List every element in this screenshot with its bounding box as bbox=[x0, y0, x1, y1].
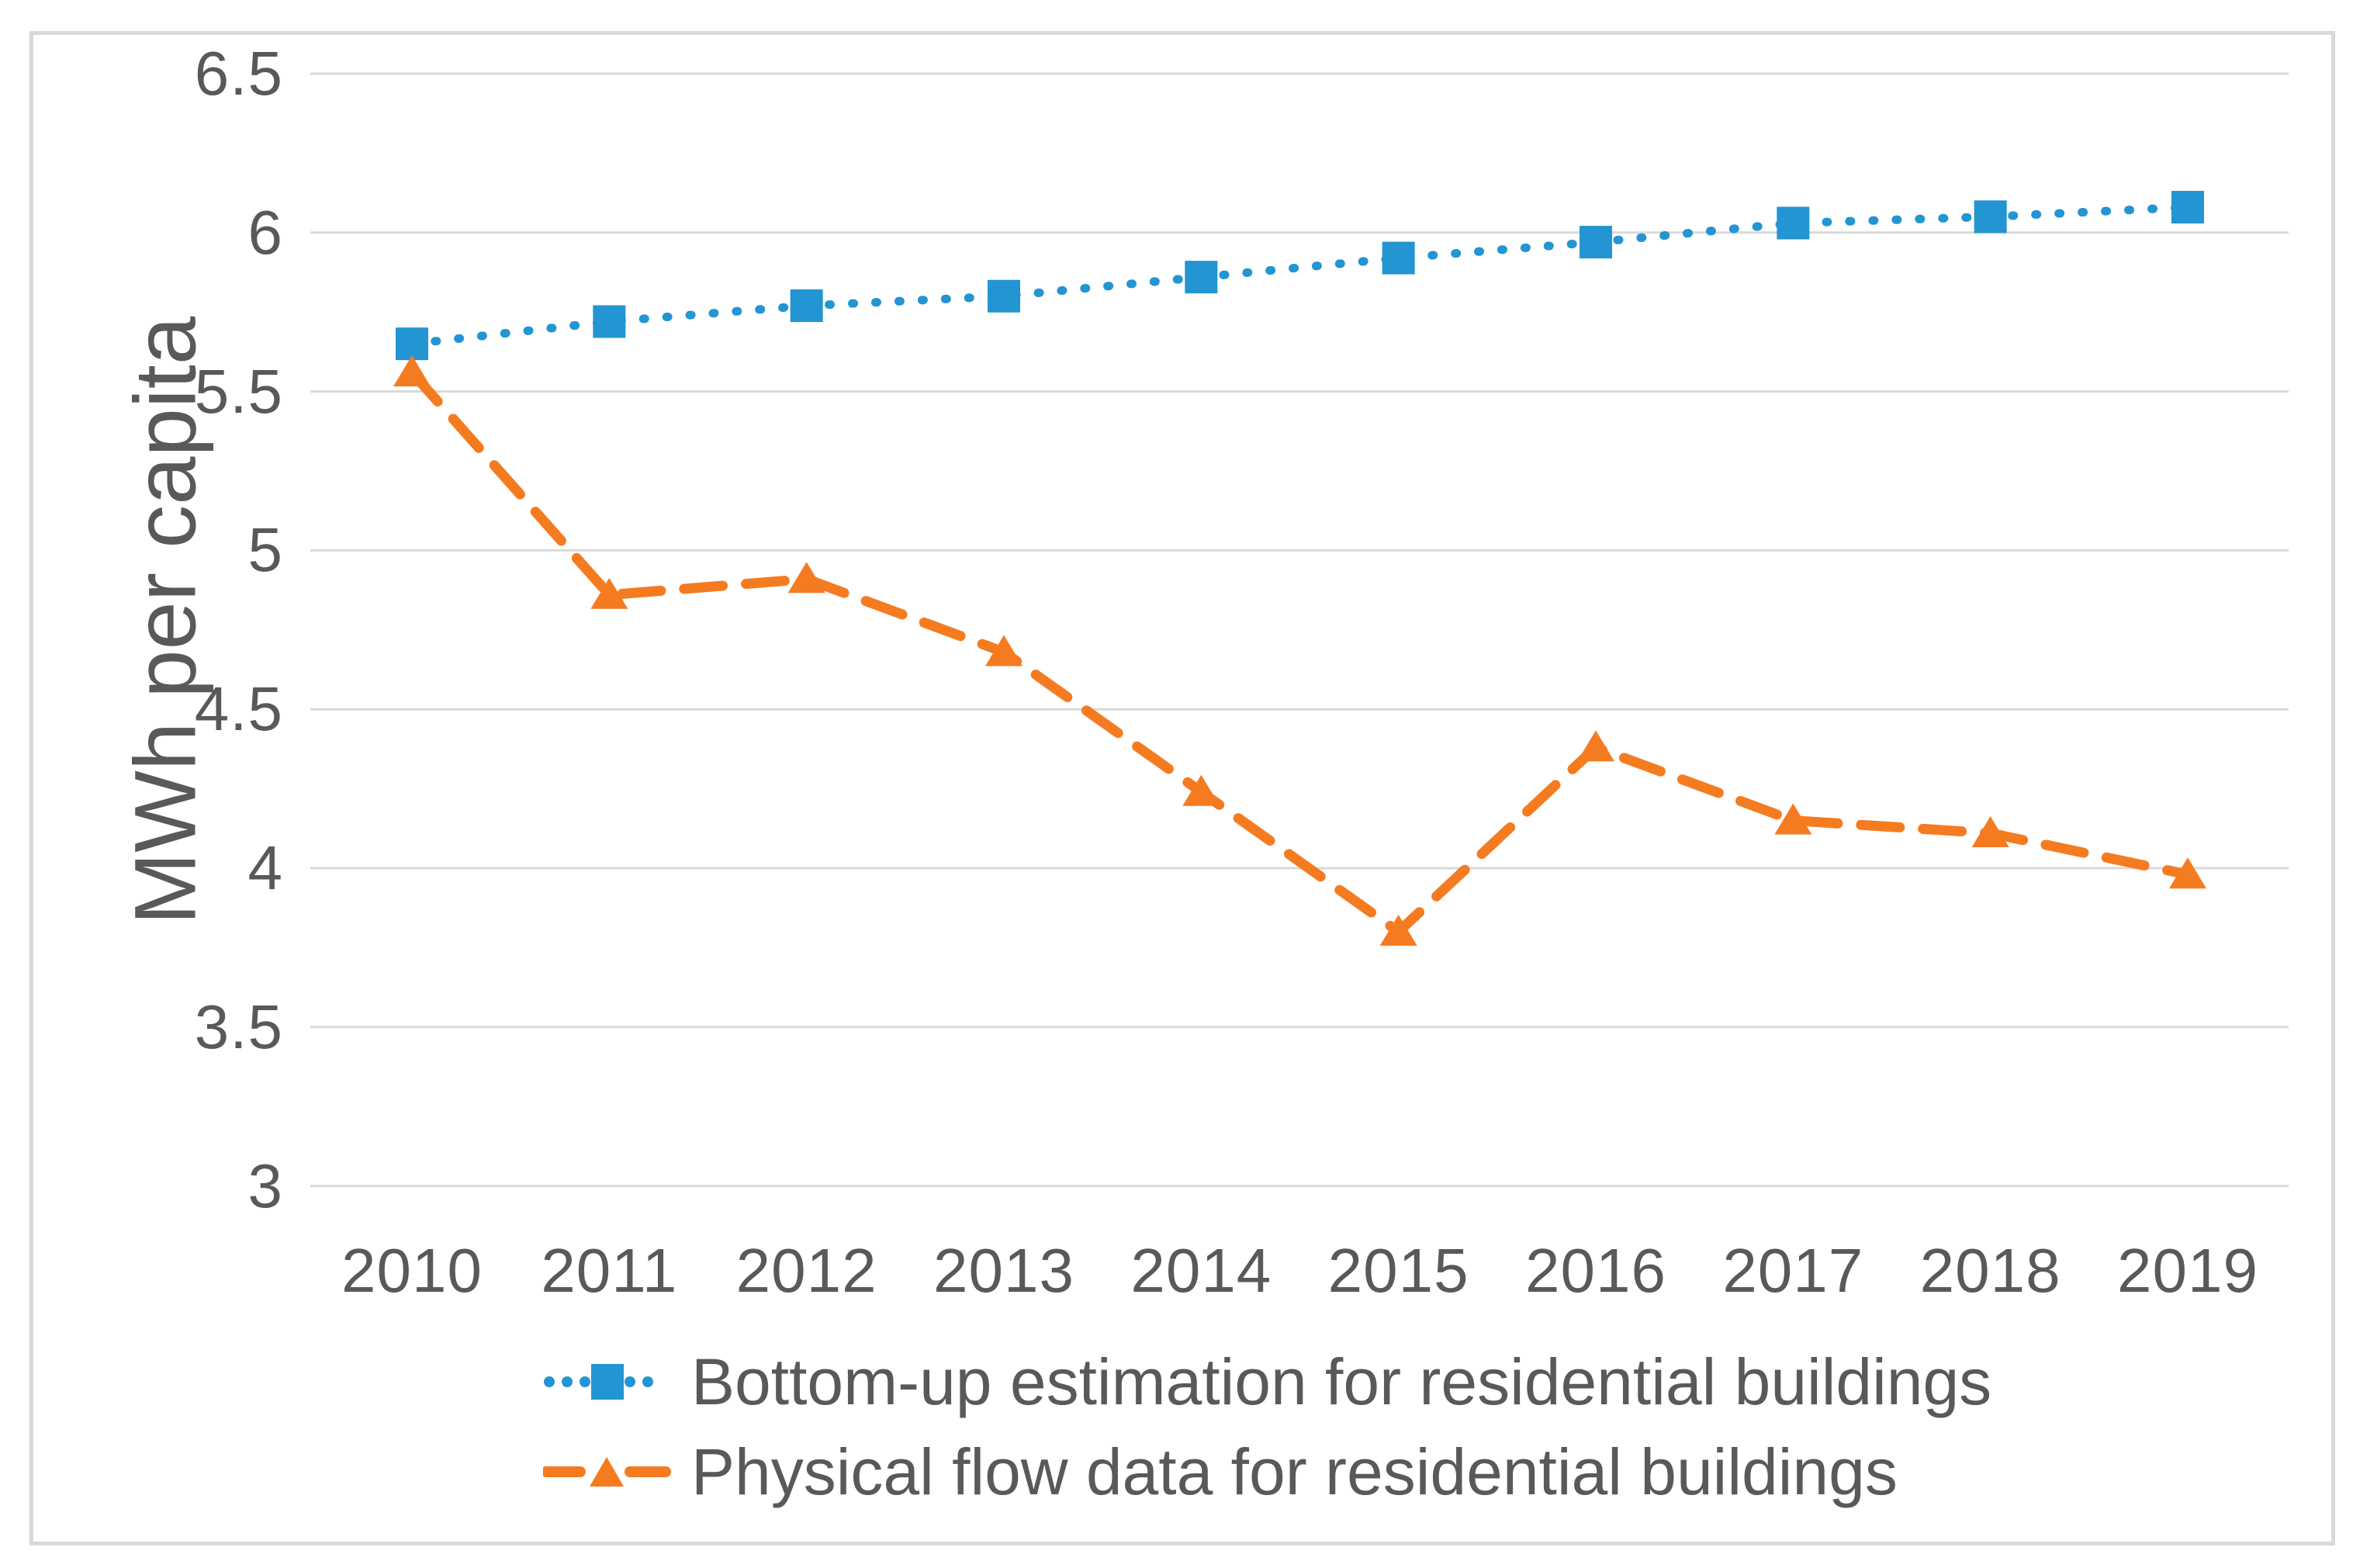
legend-swatch-dashed-triangle-icon bbox=[541, 1445, 671, 1499]
data-point-triangle bbox=[2168, 857, 2206, 889]
y-axis-title: MWh per capita bbox=[116, 316, 214, 926]
x-tick-label: 2014 bbox=[1130, 1236, 1272, 1305]
series-line-dashed bbox=[407, 367, 2193, 937]
data-point-triangle bbox=[1774, 803, 1812, 835]
data-point-triangle bbox=[1971, 815, 2009, 847]
legend-swatch-dotted-square-icon bbox=[543, 1355, 671, 1409]
legend-dot bbox=[562, 1376, 573, 1387]
data-point-square bbox=[1777, 206, 1810, 240]
data-point-triangle bbox=[984, 635, 1023, 666]
data-point-square bbox=[790, 289, 823, 323]
y-tick-label: 5.5 bbox=[194, 356, 283, 426]
legend-item-physical-flow: Physical flow data for residential build… bbox=[541, 1432, 1991, 1511]
x-tick-label: 2017 bbox=[1722, 1236, 1864, 1305]
legend-dot bbox=[625, 1376, 635, 1387]
series-line-dotted bbox=[407, 202, 2192, 348]
legend-dot bbox=[642, 1376, 653, 1387]
x-tick-label: 2010 bbox=[341, 1236, 483, 1305]
data-point-square bbox=[396, 327, 428, 361]
x-tick-label: 2011 bbox=[541, 1236, 678, 1305]
data-point-square bbox=[1382, 241, 1415, 275]
y-tick-label: 6 bbox=[247, 197, 283, 267]
data-point-triangle bbox=[393, 355, 431, 387]
data-point-square bbox=[2171, 191, 2204, 224]
x-tick-label: 2016 bbox=[1524, 1236, 1666, 1305]
legend-label: Physical flow data for residential build… bbox=[691, 1435, 1898, 1508]
x-tick-label: 2019 bbox=[2116, 1236, 2258, 1305]
y-tick-label: 3.5 bbox=[194, 992, 283, 1061]
figure-border bbox=[29, 31, 2335, 1546]
legend-swatch-svg bbox=[541, 1457, 671, 1487]
legend-dot bbox=[580, 1376, 590, 1387]
legend-swatch-svg bbox=[544, 1364, 653, 1400]
data-point-square bbox=[1974, 200, 2007, 234]
x-tick-label: 2013 bbox=[933, 1236, 1074, 1305]
y-tick-label: 5 bbox=[247, 515, 283, 585]
legend-label: Bottom-up estimation for residential bui… bbox=[691, 1345, 1992, 1418]
legend-item-bottom-up: Bottom-up estimation for residential bui… bbox=[543, 1342, 1991, 1421]
data-point-triangle bbox=[1379, 914, 1417, 946]
data-point-triangle bbox=[787, 562, 825, 594]
y-tick-label: 4 bbox=[247, 833, 283, 902]
x-tick-label: 2015 bbox=[1327, 1236, 1469, 1305]
data-point-square bbox=[1185, 261, 1218, 294]
data-point-square bbox=[1579, 226, 1612, 259]
x-tick-label: 2018 bbox=[1919, 1236, 2061, 1305]
legend: Bottom-up estimation for residential bui… bbox=[541, 1342, 1991, 1522]
y-tick-label: 3 bbox=[247, 1151, 283, 1220]
legend-dot bbox=[544, 1376, 555, 1387]
legend-triangle bbox=[590, 1457, 624, 1487]
data-point-square bbox=[987, 279, 1020, 313]
legend-square bbox=[591, 1364, 624, 1400]
y-tick-label: 4.5 bbox=[194, 674, 283, 744]
data-point-square bbox=[593, 305, 626, 338]
data-point-triangle bbox=[1576, 730, 1614, 762]
x-tick-label: 2012 bbox=[735, 1236, 877, 1305]
data-point-triangle bbox=[590, 577, 628, 609]
y-tick-label: 6.5 bbox=[194, 39, 283, 108]
data-point-triangle bbox=[1182, 774, 1220, 806]
